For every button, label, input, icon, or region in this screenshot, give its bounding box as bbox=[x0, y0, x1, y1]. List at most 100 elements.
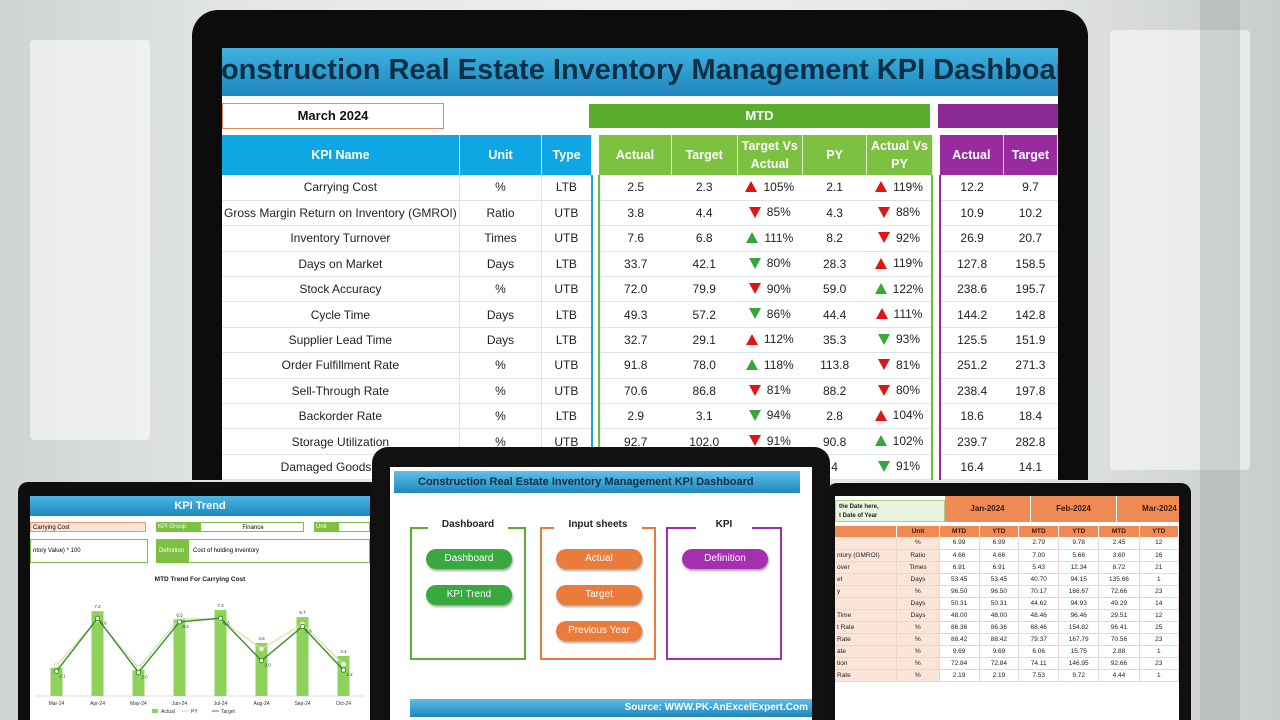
data-sheet-value-cell[interactable]: 94.93 bbox=[1058, 597, 1100, 610]
data-sheet-value-cell[interactable]: 7.53 bbox=[1018, 669, 1060, 682]
target-button[interactable]: Target bbox=[556, 585, 642, 605]
target-vs-actual-cell-value: 80% bbox=[766, 256, 791, 271]
kpi-name-dropdown[interactable]: Carrying Cost bbox=[30, 522, 146, 532]
actual-button[interactable]: Actual bbox=[556, 549, 642, 569]
definition-button[interactable]: Definition bbox=[682, 549, 768, 569]
data-sheet-header-cell: Unit bbox=[896, 526, 940, 537]
data-sheet-value-cell[interactable]: 92.66 bbox=[1098, 657, 1140, 670]
dashboard-button[interactable]: Dashboard bbox=[426, 549, 512, 569]
data-sheet-value-cell[interactable]: 79.37 bbox=[1018, 633, 1060, 646]
target-vs-actual-cell: 118% bbox=[737, 352, 803, 379]
data-sheet-value-cell[interactable]: 9.69 bbox=[979, 645, 1020, 658]
data-sheet-value-cell[interactable]: 3.60 bbox=[1098, 549, 1140, 562]
data-sheet-value-cell[interactable]: 6.91 bbox=[939, 561, 980, 574]
target-vs-actual-cell-wrap: 112% bbox=[745, 332, 794, 346]
data-sheet-value-cell[interactable]: 135.66 bbox=[1098, 573, 1140, 586]
data-sheet-value-cell[interactable]: 94.15 bbox=[1058, 573, 1100, 586]
data-sheet-value-cell[interactable]: 96.41 bbox=[1098, 621, 1140, 634]
month-selector[interactable]: March 2024 bbox=[222, 103, 444, 129]
data-sheet-value-cell[interactable]: 2.19 bbox=[939, 669, 980, 682]
data-sheet-value-cell[interactable]: 50.31 bbox=[939, 597, 980, 610]
group-dashboard-label: Dashboard bbox=[441, 519, 495, 530]
data-sheet-value-cell[interactable]: 5.43 bbox=[1018, 561, 1060, 574]
previous-year-button[interactable]: Previous Year bbox=[556, 621, 642, 641]
data-sheet-value-cell[interactable]: 48.00 bbox=[979, 609, 1020, 622]
ytd-actual-cell: 127.8 bbox=[938, 251, 1004, 278]
kpi-trend-button[interactable]: KPI Trend bbox=[426, 585, 512, 605]
data-sheet-value-cell[interactable]: 72.84 bbox=[979, 657, 1020, 670]
data-sheet-value-cell[interactable]: 166.67 bbox=[1058, 585, 1100, 598]
data-sheet-value-cell[interactable]: 44.62 bbox=[1018, 597, 1060, 610]
data-sheet-value-cell[interactable]: 16 bbox=[1139, 549, 1179, 562]
data-sheet-value-cell[interactable]: 29.51 bbox=[1098, 609, 1140, 622]
data-sheet-value-cell[interactable]: 12.34 bbox=[1058, 561, 1100, 574]
data-sheet-value-cell[interactable]: 6.99 bbox=[979, 537, 1020, 550]
data-sheet-value-cell[interactable]: 72.84 bbox=[939, 657, 980, 670]
data-sheet-value-cell[interactable]: 8.72 bbox=[1098, 561, 1140, 574]
data-sheet-value-cell[interactable]: 88.42 bbox=[939, 633, 980, 646]
data-sheet-value-cell[interactable]: 1 bbox=[1139, 573, 1179, 586]
data-sheet-value-cell[interactable]: 9.72 bbox=[1058, 669, 1100, 682]
data-sheet-value-cell[interactable]: 4.44 bbox=[1098, 669, 1140, 682]
data-sheet-value-cell[interactable]: 154.82 bbox=[1058, 621, 1100, 634]
arrow-up-icon bbox=[745, 181, 758, 193]
data-sheet-value-cell[interactable]: 1 bbox=[1139, 669, 1179, 682]
data-sheet-value-cell[interactable]: 72.66 bbox=[1098, 585, 1140, 598]
data-sheet-value-cell[interactable]: 70.17 bbox=[1018, 585, 1060, 598]
data-sheet-value-cell[interactable]: 167.79 bbox=[1058, 633, 1100, 646]
data-sheet-value-cell[interactable]: 70.56 bbox=[1098, 633, 1140, 646]
data-sheet-value-cell[interactable]: 53.45 bbox=[939, 573, 980, 586]
data-sheet-value-cell[interactable]: 68.46 bbox=[1018, 621, 1060, 634]
data-sheet-value-cell[interactable]: 23 bbox=[1139, 657, 1179, 670]
data-sheet-value-cell[interactable]: 40.70 bbox=[1018, 573, 1060, 586]
data-sheet-value-cell[interactable]: 2.45 bbox=[1098, 537, 1140, 550]
data-sheet-value-cell[interactable]: 7.00 bbox=[1018, 549, 1060, 562]
column-gap bbox=[591, 378, 600, 404]
data-sheet-value-cell[interactable]: 50.31 bbox=[979, 597, 1020, 610]
data-sheet-kpi-cell: y bbox=[835, 585, 898, 598]
data-sheet-value-cell[interactable]: 23 bbox=[1139, 585, 1179, 598]
data-sheet-value-cell[interactable]: 96.50 bbox=[939, 585, 980, 598]
target-vs-actual-cell: 111% bbox=[737, 225, 803, 252]
py-cell: 8.2 bbox=[802, 225, 867, 252]
data-sheet-value-cell[interactable]: 12 bbox=[1139, 537, 1179, 550]
data-sheet-value-cell[interactable]: 86.36 bbox=[979, 621, 1020, 634]
data-sheet-value-cell[interactable]: 6.06 bbox=[1018, 645, 1060, 658]
data-sheet-value-cell[interactable]: 88.42 bbox=[979, 633, 1020, 646]
data-sheet-value-cell[interactable]: 96.46 bbox=[1058, 609, 1100, 622]
data-sheet-value-cell[interactable]: 6.99 bbox=[939, 537, 980, 550]
data-sheet-value-cell: Days bbox=[896, 573, 940, 586]
data-sheet-value-cell[interactable]: 2.19 bbox=[979, 669, 1020, 682]
data-sheet-value-cell[interactable]: 48.00 bbox=[939, 609, 980, 622]
target-vs-actual-cell: 105% bbox=[737, 175, 803, 201]
data-sheet-value-cell[interactable]: 146.95 bbox=[1058, 657, 1100, 670]
data-sheet-value-cell[interactable]: 48.46 bbox=[1018, 609, 1060, 622]
kpi-row: Stock Accuracy% UTB 72.0 79.9 90% 59.0 122% 238… bbox=[222, 276, 1058, 303]
data-sheet-value-cell[interactable]: 4.66 bbox=[979, 549, 1020, 562]
data-sheet-value-cell[interactable]: 6.91 bbox=[979, 561, 1020, 574]
data-sheet-value-cell[interactable]: 5.68 bbox=[1058, 549, 1100, 562]
data-sheet-value-cell[interactable]: 74.11 bbox=[1018, 657, 1060, 670]
column-gap bbox=[932, 327, 940, 353]
header-mtd-target: Target bbox=[671, 135, 738, 175]
data-sheet-value-cell[interactable]: 96.50 bbox=[979, 585, 1020, 598]
column-gap bbox=[591, 327, 600, 353]
data-sheet-value-cell[interactable]: 9.78 bbox=[1058, 537, 1100, 550]
actual-bar bbox=[50, 667, 63, 696]
data-sheet-value-cell[interactable]: 86.36 bbox=[939, 621, 980, 634]
data-sheet-value-cell[interactable]: 25 bbox=[1139, 621, 1179, 634]
data-sheet-value-cell[interactable]: 23 bbox=[1139, 633, 1179, 646]
source-banner[interactable]: Source: WWW.PK-AnExcelExpert.Com bbox=[410, 699, 812, 717]
data-sheet-value-cell[interactable]: 12 bbox=[1139, 609, 1179, 622]
data-sheet-value-cell[interactable]: 2.88 bbox=[1098, 645, 1140, 658]
data-sheet-value-cell[interactable]: 1 bbox=[1139, 645, 1179, 658]
data-sheet-value-cell[interactable]: 2.79 bbox=[1018, 537, 1060, 550]
data-sheet-value-cell[interactable]: 14 bbox=[1139, 597, 1179, 610]
data-sheet-value-cell[interactable]: 4.66 bbox=[939, 549, 980, 562]
data-sheet-row: Time Days 48.00 48.00 48.46 96.46 29.51 12 bbox=[835, 609, 1179, 622]
data-sheet-value-cell[interactable]: 15.75 bbox=[1058, 645, 1100, 658]
data-sheet-value-cell[interactable]: 53.45 bbox=[979, 573, 1020, 586]
data-sheet-value-cell[interactable]: 21 bbox=[1139, 561, 1179, 574]
data-sheet-value-cell[interactable]: 9.69 bbox=[939, 645, 980, 658]
data-sheet-value-cell[interactable]: 49.29 bbox=[1098, 597, 1140, 610]
